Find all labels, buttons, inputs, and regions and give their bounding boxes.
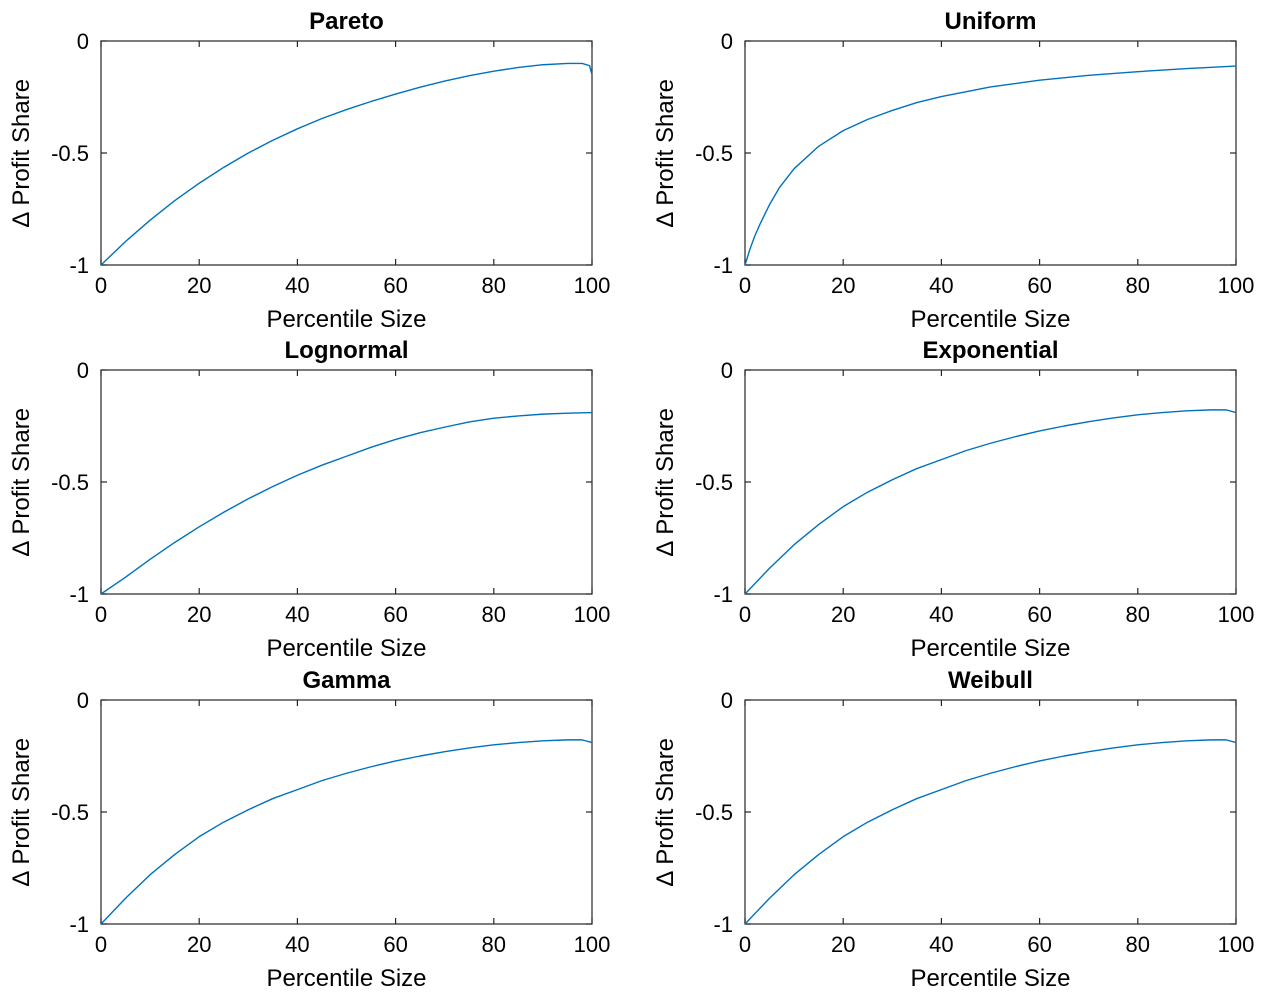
x-tick-label: 0 [739,932,751,957]
x-tick-label: 0 [739,273,751,298]
x-axis-label: Percentile Size [266,635,426,662]
x-tick-label: 60 [1027,602,1051,627]
x-tick-label: 100 [574,273,611,298]
y-tick-label: 0 [77,29,89,54]
x-tick-label: 80 [482,602,506,627]
series-line [744,65,1237,266]
y-tick-label: -0.5 [695,800,733,825]
x-tick-label: 20 [187,273,211,298]
series-line [100,739,593,925]
x-tick-label: 100 [1218,273,1255,298]
x-tick-label: 20 [831,273,855,298]
chart-title: Weibull [948,667,1033,694]
y-tick-label: -1 [69,253,89,278]
series-line [100,62,593,266]
x-tick-label: 100 [574,932,611,957]
x-tick-label: 40 [929,273,953,298]
y-tick-label: -1 [713,253,733,278]
x-tick-label: 100 [1218,932,1255,957]
x-tick-label: 40 [285,602,309,627]
x-axis-label: Percentile Size [910,635,1070,662]
y-tick-label: -0.5 [51,141,89,166]
panel-uniform: 0 20 40 60 80 100 -1 -0.5 0 Uniform Percentile Siz… [652,8,1254,333]
series-line [100,411,593,595]
x-tick-label: 100 [1218,602,1255,627]
x-tick-label: 60 [383,273,407,298]
panel-weibull: 0 20 40 60 80 100 -1 -0.5 0 Weibull Percentile Siz… [652,667,1254,992]
x-tick-label: 80 [482,273,506,298]
y-axis-label: ∆ Profit Share [8,408,35,556]
x-tick-label: 80 [482,932,506,957]
chart-title: Uniform [945,8,1037,35]
panel-gamma: 0 20 40 60 80 100 -1 -0.5 0 Gamma Percentile Size ∆… [8,667,610,992]
axes-box [100,369,593,595]
x-tick-label: 60 [383,932,407,957]
y-tick-label: -1 [69,582,89,607]
x-tick-label: 60 [1027,273,1051,298]
x-tick-label: 40 [929,602,953,627]
x-tick-label: 20 [187,602,211,627]
x-axis-label: Percentile Size [266,965,426,992]
x-tick-label: 100 [574,602,611,627]
y-tick-label: -0.5 [51,800,89,825]
y-tick-label: 0 [721,688,733,713]
x-axis-label: Percentile Size [910,965,1070,992]
x-tick-label: 20 [187,932,211,957]
x-tick-label: 80 [1126,602,1150,627]
x-axis-label: Percentile Size [910,306,1070,333]
chart-title: Gamma [302,667,391,694]
y-tick-label: 0 [77,358,89,383]
y-axis-label: ∆ Profit Share [8,738,35,886]
y-tick-label: -1 [69,912,89,937]
axes-box [744,369,1237,595]
chart-title: Lognormal [285,337,409,364]
axes-box [744,40,1237,266]
x-tick-label: 20 [831,932,855,957]
panel-exponential: 0 20 40 60 80 100 -1 -0.5 0 Exponential Percentile… [652,337,1254,662]
y-axis-label: ∆ Profit Share [652,79,679,227]
y-axis-label: ∆ Profit Share [652,408,679,556]
x-tick-label: 40 [285,273,309,298]
x-tick-label: 60 [1027,932,1051,957]
y-axis-label: ∆ Profit Share [8,79,35,227]
y-tick-label: 0 [721,358,733,383]
chart-title: Pareto [309,8,384,35]
x-tick-label: 80 [1126,273,1150,298]
panel-lognormal: 0 20 40 60 80 100 -1 -0.5 0 Lognormal Percentile S… [8,337,610,662]
y-axis-label: ∆ Profit Share [652,738,679,886]
x-tick-label: 20 [831,602,855,627]
axes-box [744,699,1237,925]
y-tick-label: -0.5 [695,141,733,166]
axes-box [100,699,593,925]
x-tick-label: 40 [285,932,309,957]
x-axis-label: Percentile Size [266,306,426,333]
series-line [744,739,1237,925]
axes-box [100,40,593,266]
series-line [744,409,1237,595]
x-tick-label: 0 [95,932,107,957]
y-tick-label: -0.5 [51,470,89,495]
panel-pareto: 0 20 40 60 80 100 -1 -0.5 0 Pareto Percentile Size… [8,8,610,333]
x-tick-label: 60 [383,602,407,627]
x-tick-label: 0 [95,273,107,298]
x-tick-label: 0 [95,602,107,627]
y-tick-label: -1 [713,912,733,937]
chart-title: Exponential [922,337,1058,364]
x-tick-label: 80 [1126,932,1150,957]
x-tick-label: 0 [739,602,751,627]
y-tick-label: 0 [721,29,733,54]
y-tick-label: 0 [77,688,89,713]
x-tick-label: 40 [929,932,953,957]
y-tick-label: -1 [713,582,733,607]
y-tick-label: -0.5 [695,470,733,495]
